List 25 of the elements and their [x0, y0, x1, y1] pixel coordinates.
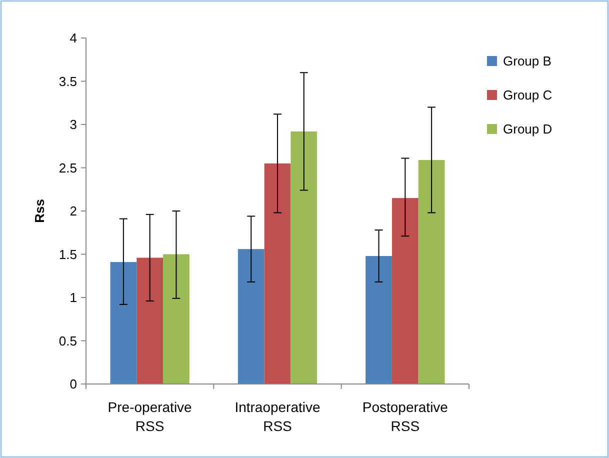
- bar: [163, 254, 190, 384]
- x-tick-label: Pre-operative RSS: [108, 399, 192, 434]
- bar: [110, 262, 137, 384]
- x-tick-label: Intraoperative RSS: [234, 399, 321, 434]
- y-tick-label: 3: [70, 117, 77, 132]
- legend-label: Group C: [503, 88, 552, 103]
- bar: [418, 160, 445, 384]
- x-tick-label: Postoperative RSS: [362, 399, 448, 434]
- bar: [392, 198, 418, 384]
- bar: [290, 131, 318, 384]
- y-tick-label: 1: [70, 290, 77, 306]
- y-tick-label: 4: [70, 30, 77, 46]
- bar: [238, 249, 264, 384]
- bar: [366, 256, 392, 384]
- y-tick-label: 3.5: [58, 74, 77, 89]
- y-tick-label: 0: [70, 376, 77, 392]
- y-tick-label: 1.5: [58, 246, 77, 262]
- legend-label: Group B: [503, 54, 552, 69]
- y-axis-title: Rss: [32, 199, 47, 223]
- y-tick-label: 2.5: [58, 160, 77, 176]
- legend-label: Group D: [503, 122, 552, 137]
- bar: [264, 163, 291, 384]
- y-tick-label: 2: [70, 204, 77, 219]
- y-tick-label: 0.5: [58, 333, 77, 348]
- bar: [136, 258, 164, 384]
